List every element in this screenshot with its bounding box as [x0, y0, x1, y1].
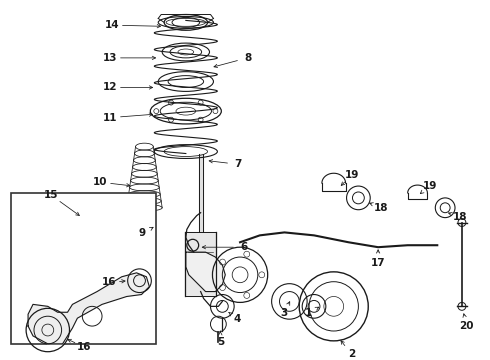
- Text: 20: 20: [460, 321, 474, 331]
- Text: 11: 11: [103, 113, 117, 123]
- Text: 10: 10: [93, 177, 107, 187]
- Text: 12: 12: [103, 82, 117, 93]
- Bar: [11, 193, 156, 344]
- Text: 4: 4: [234, 314, 241, 324]
- Text: 16: 16: [77, 342, 92, 352]
- Text: 7: 7: [234, 159, 242, 169]
- Text: 14: 14: [104, 20, 119, 30]
- Text: 3: 3: [280, 309, 288, 318]
- Text: 13: 13: [103, 53, 117, 63]
- Text: 1: 1: [304, 308, 312, 318]
- Text: 8: 8: [244, 53, 251, 63]
- Text: 19: 19: [422, 181, 437, 191]
- Text: 15: 15: [44, 190, 58, 200]
- Text: 2: 2: [348, 349, 355, 359]
- Polygon shape: [186, 252, 225, 292]
- Text: 6: 6: [241, 242, 247, 252]
- Text: 9: 9: [139, 228, 146, 238]
- Text: 5: 5: [217, 337, 224, 347]
- Text: 18: 18: [374, 203, 389, 212]
- Text: 17: 17: [371, 258, 386, 268]
- Polygon shape: [28, 273, 149, 344]
- Text: 18: 18: [453, 212, 467, 222]
- Text: 16: 16: [102, 277, 116, 287]
- Text: 19: 19: [345, 170, 359, 180]
